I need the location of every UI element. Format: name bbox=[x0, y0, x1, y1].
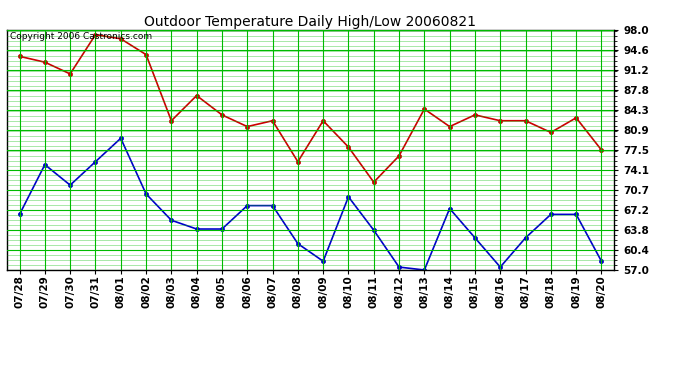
Text: Copyright 2006 Castronics.com: Copyright 2006 Castronics.com bbox=[10, 32, 152, 41]
Title: Outdoor Temperature Daily High/Low 20060821: Outdoor Temperature Daily High/Low 20060… bbox=[144, 15, 477, 29]
